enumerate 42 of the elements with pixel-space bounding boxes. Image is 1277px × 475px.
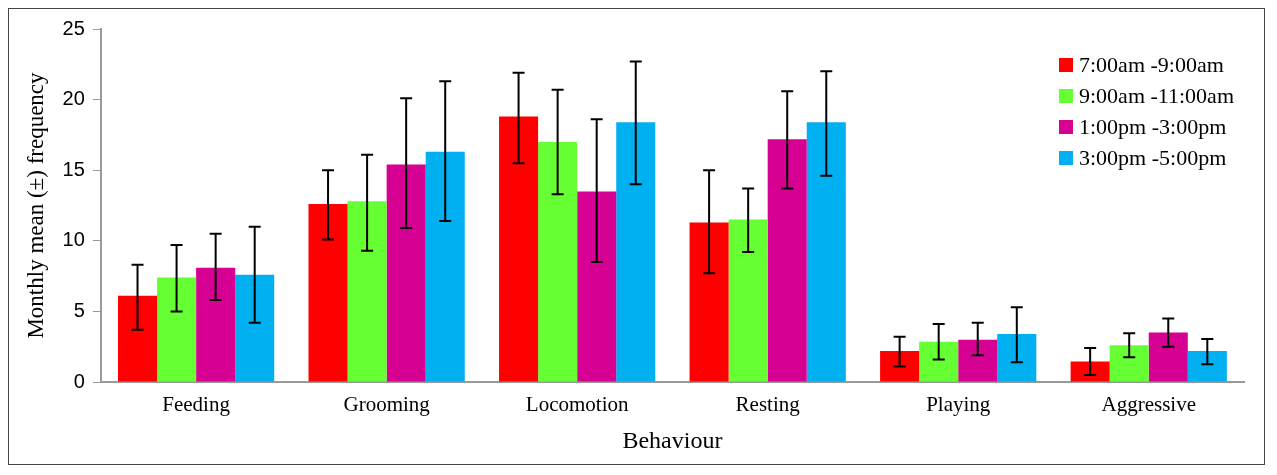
y-tick-label: 20 [62, 87, 85, 110]
legend-label: 9:00am -11:00am [1079, 82, 1234, 110]
bar [499, 116, 539, 382]
bar [958, 339, 998, 382]
bar [880, 350, 920, 382]
y-tick-label: 15 [62, 157, 85, 180]
bar [689, 222, 729, 382]
y-axis-title: Monthly mean (±) frequency [22, 71, 48, 339]
y-tick-label: 0 [73, 369, 85, 392]
bar [538, 141, 578, 382]
bar [1109, 345, 1149, 382]
x-tick-label: Locomotion [525, 392, 629, 417]
y-tick-label: 25 [62, 16, 85, 39]
bar [1148, 332, 1188, 382]
bar [1070, 361, 1110, 382]
bar [425, 151, 465, 382]
legend-label: 3:00pm -5:00pm [1079, 144, 1227, 172]
bar [919, 341, 959, 382]
bar [1187, 350, 1227, 382]
legend-label: 7:00am -9:00am [1079, 51, 1224, 79]
bar [235, 274, 275, 382]
bar [386, 164, 426, 382]
x-tick-label: Grooming [343, 392, 431, 417]
bar [347, 201, 387, 382]
legend-label: 1:00pm -3:00pm [1079, 113, 1227, 141]
bar [997, 333, 1037, 382]
bar [157, 277, 197, 382]
bar [196, 267, 236, 382]
bar [616, 122, 656, 382]
bar [308, 204, 348, 382]
bar [806, 122, 846, 382]
bar [577, 191, 617, 382]
bar [728, 219, 768, 382]
x-tick-label: Resting [735, 392, 801, 417]
x-tick-label: Aggressive [1101, 392, 1196, 417]
bar [767, 139, 807, 382]
bar [117, 295, 158, 382]
y-tick-label: 10 [62, 228, 85, 251]
x-tick-label: Playing [926, 392, 991, 417]
y-tick-label: 5 [73, 298, 85, 321]
x-tick-label: Feeding [162, 392, 231, 417]
x-axis-title: Behaviour [622, 426, 723, 453]
